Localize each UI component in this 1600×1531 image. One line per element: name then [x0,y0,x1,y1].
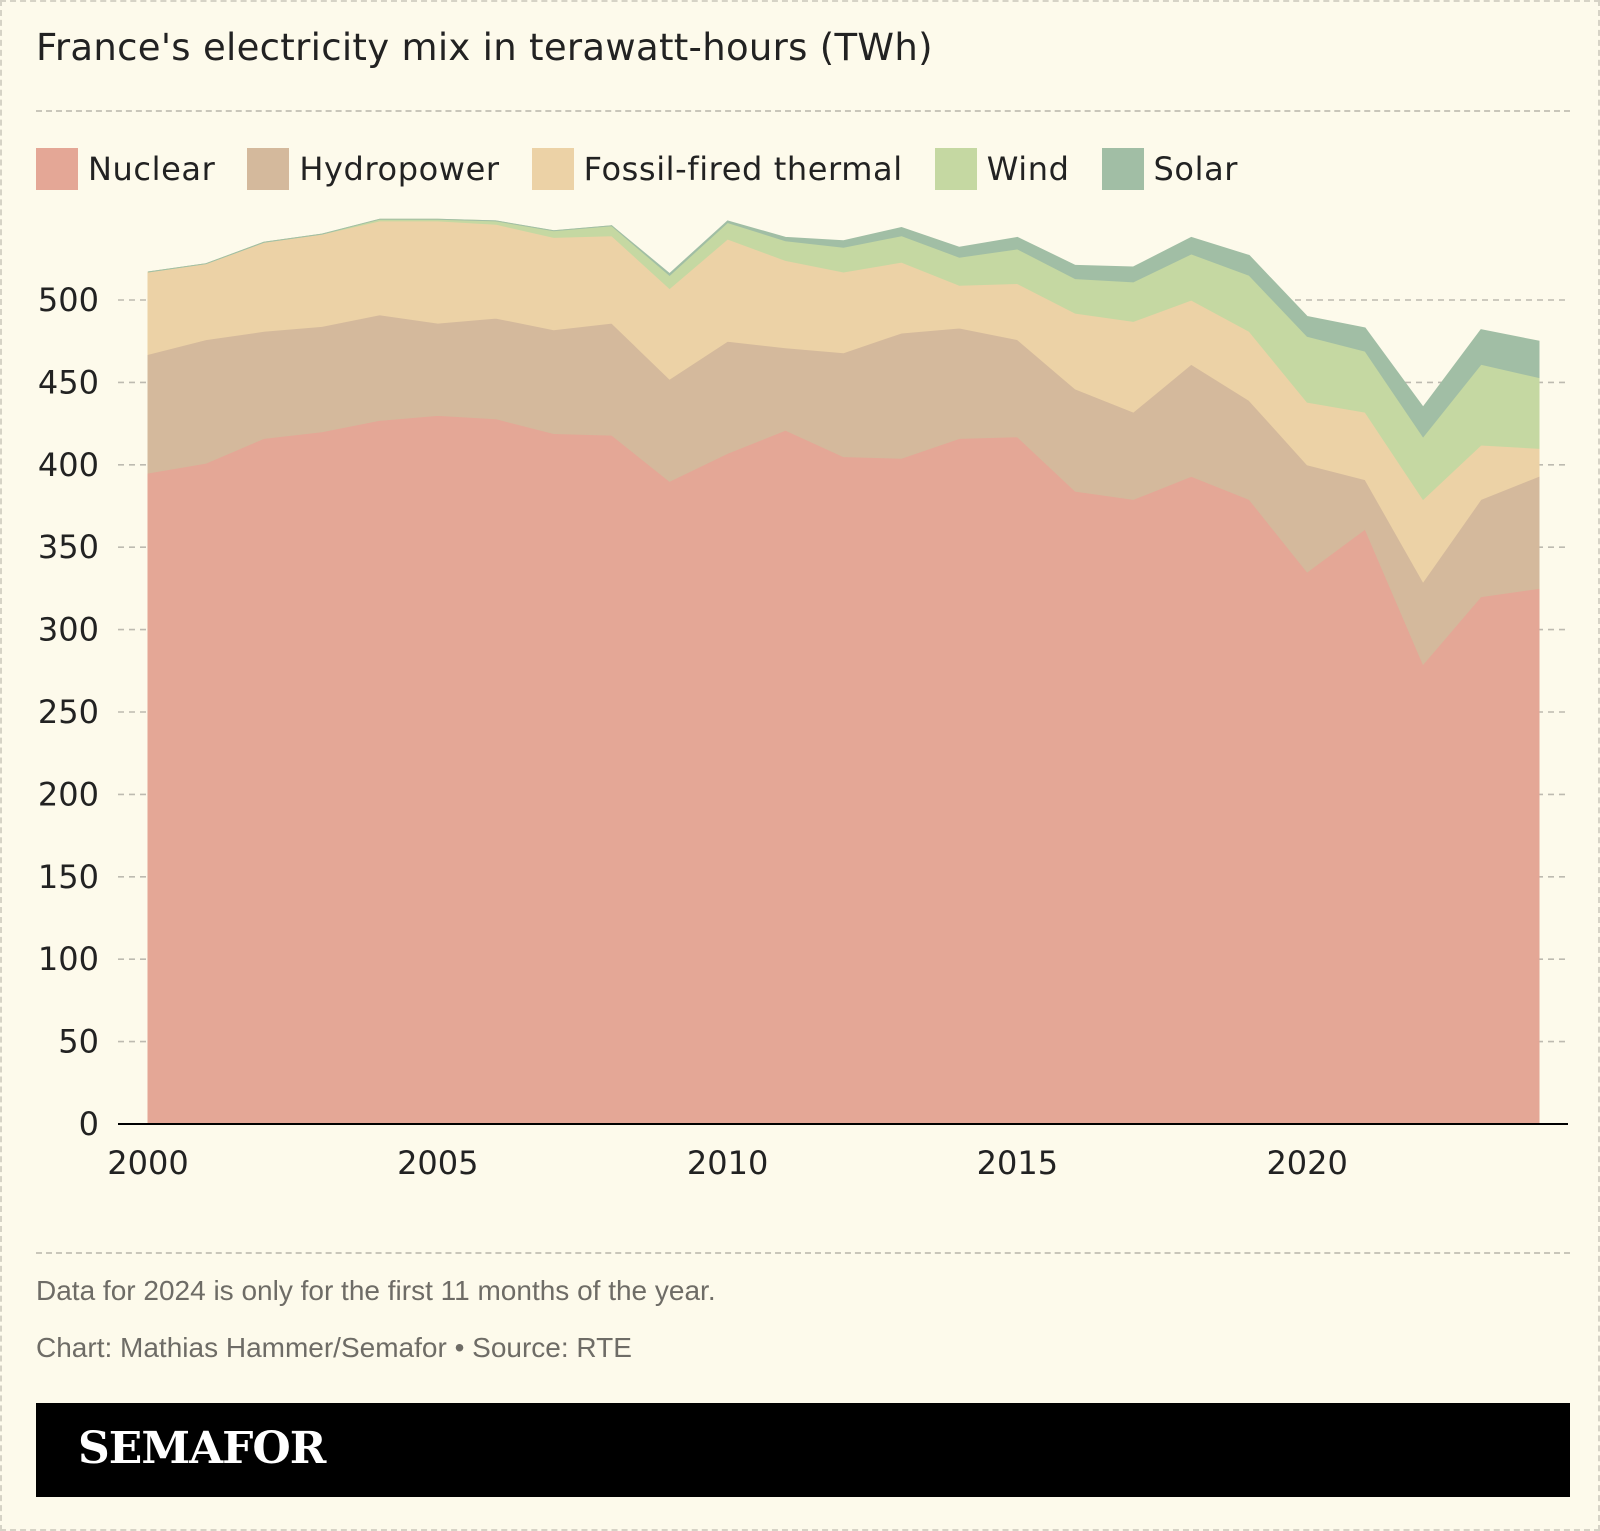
y-tick-label: 300 [38,611,99,649]
source-credit: Chart: Mathias Hammer/Semafor • Source: … [36,1332,632,1363]
y-tick-label: 500 [38,281,99,319]
y-tick-label: 250 [38,693,99,731]
area-solar [147,218,1540,438]
legend: Nuclear Hydropower Fossil-fired thermal … [36,147,1270,191]
legend-item-solar: Solar [1101,148,1239,190]
legend-label-nuclear: Nuclear [88,150,216,188]
legend-item-fossil: Fossil-fired thermal [531,148,903,190]
footer-bar: SEMAFOR [36,1403,1570,1497]
x-tick-label: 2015 [977,1144,1058,1182]
top-divider [36,110,1570,112]
legend-swatch-solar [1101,148,1144,190]
legend-label-solar: Solar [1153,150,1239,188]
y-tick-label: 100 [38,940,99,978]
legend-label-hydropower: Hydropower [299,150,500,188]
axes: 0 50 100 150 200 250 300 350 400 450 500 2000 2005 20… [38,281,1568,1182]
y-tick-label: 450 [38,363,99,401]
x-tick-label: 2000 [107,1144,188,1182]
y-tick-label: 0 [79,1105,99,1143]
stacked-areas [147,218,1540,1125]
semafor-logo: SEMAFOR [78,1423,326,1474]
legend-label-wind: Wind [986,150,1070,188]
legend-swatch-wind [934,148,977,190]
y-tick-label: 400 [38,446,99,484]
x-tick-label: 2010 [687,1144,768,1182]
y-tick-label: 150 [38,858,99,896]
legend-swatch-fossil [531,148,574,190]
y-tick-label: 50 [58,1023,99,1061]
chart-title: France's electricity mix in terawatt-hou… [36,26,933,69]
legend-item-nuclear: Nuclear [36,148,215,190]
area-chart: 0 50 100 150 200 250 300 350 400 450 500 2000 2005 20… [38,218,1568,1182]
x-tick-label: 2020 [1266,1144,1347,1182]
legend-swatch-nuclear [36,148,78,190]
legend-item-hydropower: Hydropower [247,148,499,190]
y-tick-label: 350 [38,528,99,566]
data-note: Data for 2024 is only for the first 11 m… [36,1275,716,1306]
y-tick-label: 200 [38,775,99,813]
legend-label-fossil: Fossil-fired thermal [583,150,903,188]
legend-swatch-hydropower [247,148,290,190]
x-tick-label: 2005 [397,1144,478,1182]
bottom-divider [36,1252,1570,1254]
legend-item-wind: Wind [934,148,1070,190]
